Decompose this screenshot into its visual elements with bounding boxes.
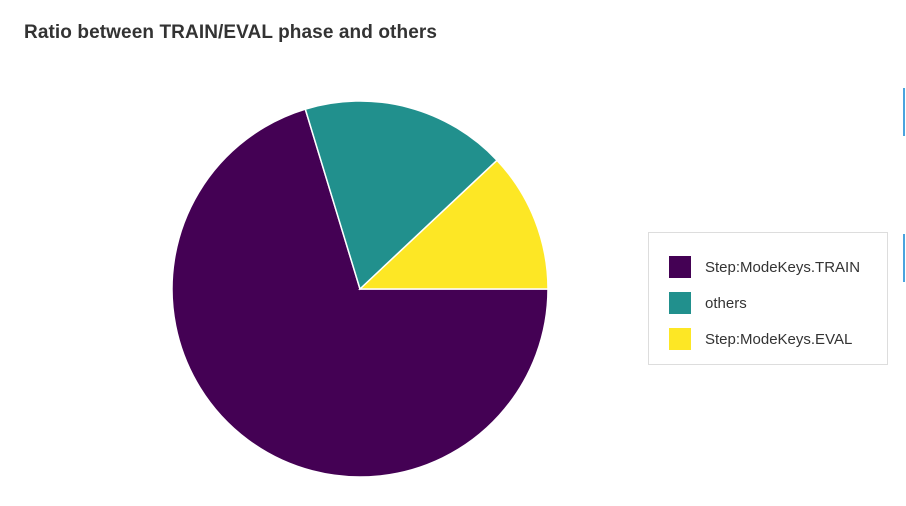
pie-slice-others[interactable] xyxy=(304,100,499,291)
legend-label: Step:ModeKeys.EVAL xyxy=(705,330,853,348)
legend-swatch xyxy=(669,292,691,314)
pie-slice-step-modekeys-train[interactable] xyxy=(171,108,549,478)
pie-slice-step-modekeys-eval[interactable] xyxy=(358,159,549,290)
scrollbar-marker-top xyxy=(903,88,905,136)
legend-label: others xyxy=(705,294,747,312)
legend-item[interactable]: Step:ModeKeys.EVAL xyxy=(649,321,887,357)
legend-item[interactable]: Step:ModeKeys.TRAIN xyxy=(649,249,887,285)
legend-swatch xyxy=(669,256,691,278)
legend-item[interactable]: others xyxy=(649,285,887,321)
legend: Step:ModeKeys.TRAIN others Step:ModeKeys.E… xyxy=(648,232,888,365)
legend-label: Step:ModeKeys.TRAIN xyxy=(705,258,861,276)
chart-title: Ratio between TRAIN/EVAL phase and other… xyxy=(24,22,438,43)
legend-swatch xyxy=(669,328,691,350)
scrollbar-marker-bottom xyxy=(903,234,905,282)
